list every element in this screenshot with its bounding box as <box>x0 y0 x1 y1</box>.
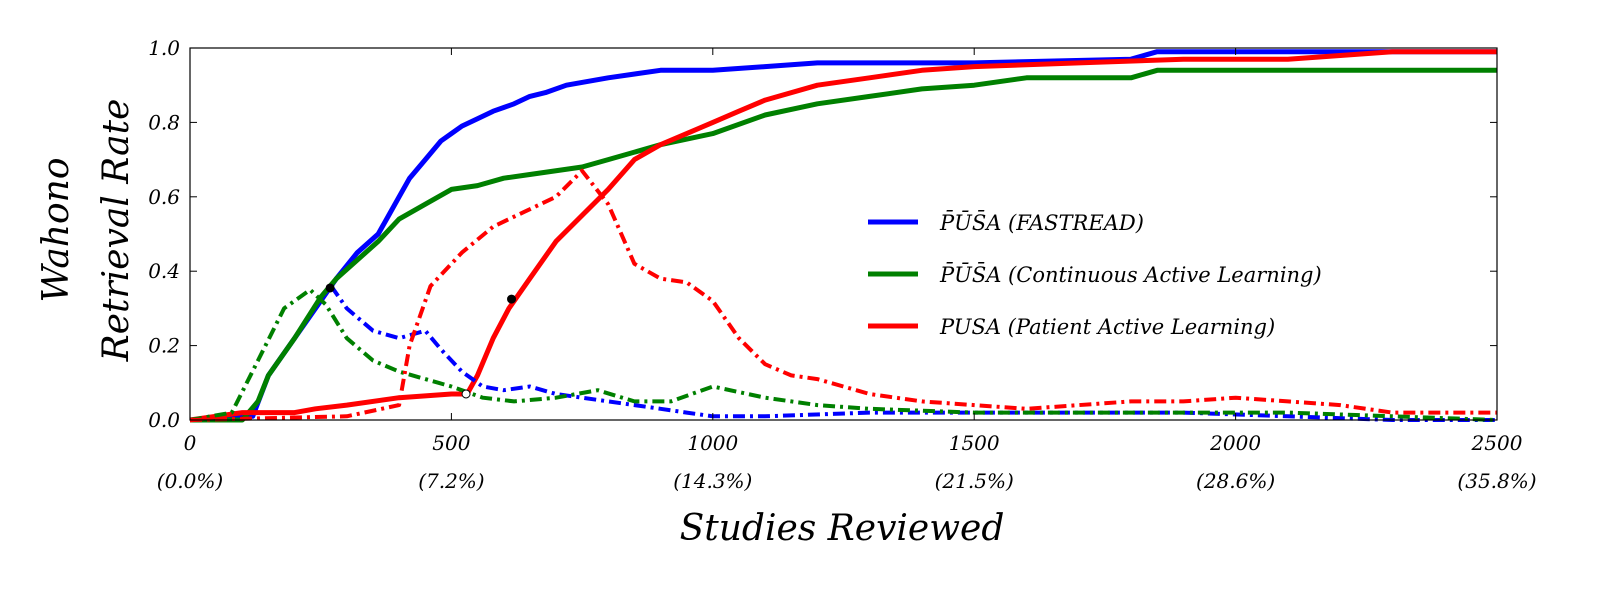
x-tick-label-0: 0 <box>184 431 197 455</box>
x-tick-percent-label-1: (7.2%) <box>418 469 484 493</box>
plot-frame <box>189 47 1498 421</box>
curve-marker-0 <box>325 283 335 293</box>
series-line-solid-2 <box>189 49 1497 423</box>
x-tick-label-3: 1500 <box>949 431 1000 455</box>
y-tick-label-1: 0.2 <box>148 334 180 358</box>
series-line-dashdot-3 <box>329 284 1497 422</box>
y-tick-label-4: 0.8 <box>148 110 180 134</box>
y-tick-label-2: 0.4 <box>148 259 180 283</box>
axis-ticks: 0 (0.0%) 500 (7.2%) 1000 (14.3%) 1500 (21.5%) 20… <box>148 36 1536 493</box>
y-tick-label-3: 0.6 <box>148 185 180 209</box>
legend-label-2: PUSA (Patient Active Learning) <box>939 315 1275 339</box>
legend-label-1: P̄ŪS̄A (Continuous Active Learning) <box>939 262 1322 287</box>
y-tick-label-0: 0.0 <box>148 408 180 432</box>
series-line-dashdot-4 <box>189 287 1498 422</box>
x-tick-percent-label-3: (21.5%) <box>935 469 1014 493</box>
x-tick-label-2: 1000 <box>687 431 738 455</box>
y-axis-title-line1: Wahono <box>36 157 77 302</box>
x-tick-percent-label-5: (35.8%) <box>1457 469 1536 493</box>
x-tick-label-1: 500 <box>432 431 470 455</box>
x-tick-percent-label-2: (14.3%) <box>673 469 752 493</box>
x-tick-percent-label-0: (0.0%) <box>157 469 223 493</box>
x-axis-title: Studies Reviewed <box>680 508 1005 549</box>
plot-lines <box>189 49 1498 423</box>
legend: P̄ŪS̄A (FASTREAD) P̄ŪS̄A (Continuous Acti… <box>868 210 1322 339</box>
curve-markers <box>325 283 517 399</box>
y-tick-label-5: 1.0 <box>148 36 180 60</box>
series-line-dashdot-5 <box>189 168 1497 422</box>
curve-marker-2 <box>461 389 471 399</box>
series-line-solid-1 <box>190 67 1497 423</box>
x-tick-label-5: 2500 <box>1471 431 1523 455</box>
x-tick-label-4: 2000 <box>1209 431 1261 455</box>
x-tick-percent-label-4: (28.6%) <box>1196 469 1275 493</box>
curve-marker-1 <box>507 294 517 304</box>
y-axis-title-line2: Retrieval Rate <box>96 99 137 363</box>
legend-label-0: P̄ŪS̄A (FASTREAD) <box>939 210 1144 235</box>
